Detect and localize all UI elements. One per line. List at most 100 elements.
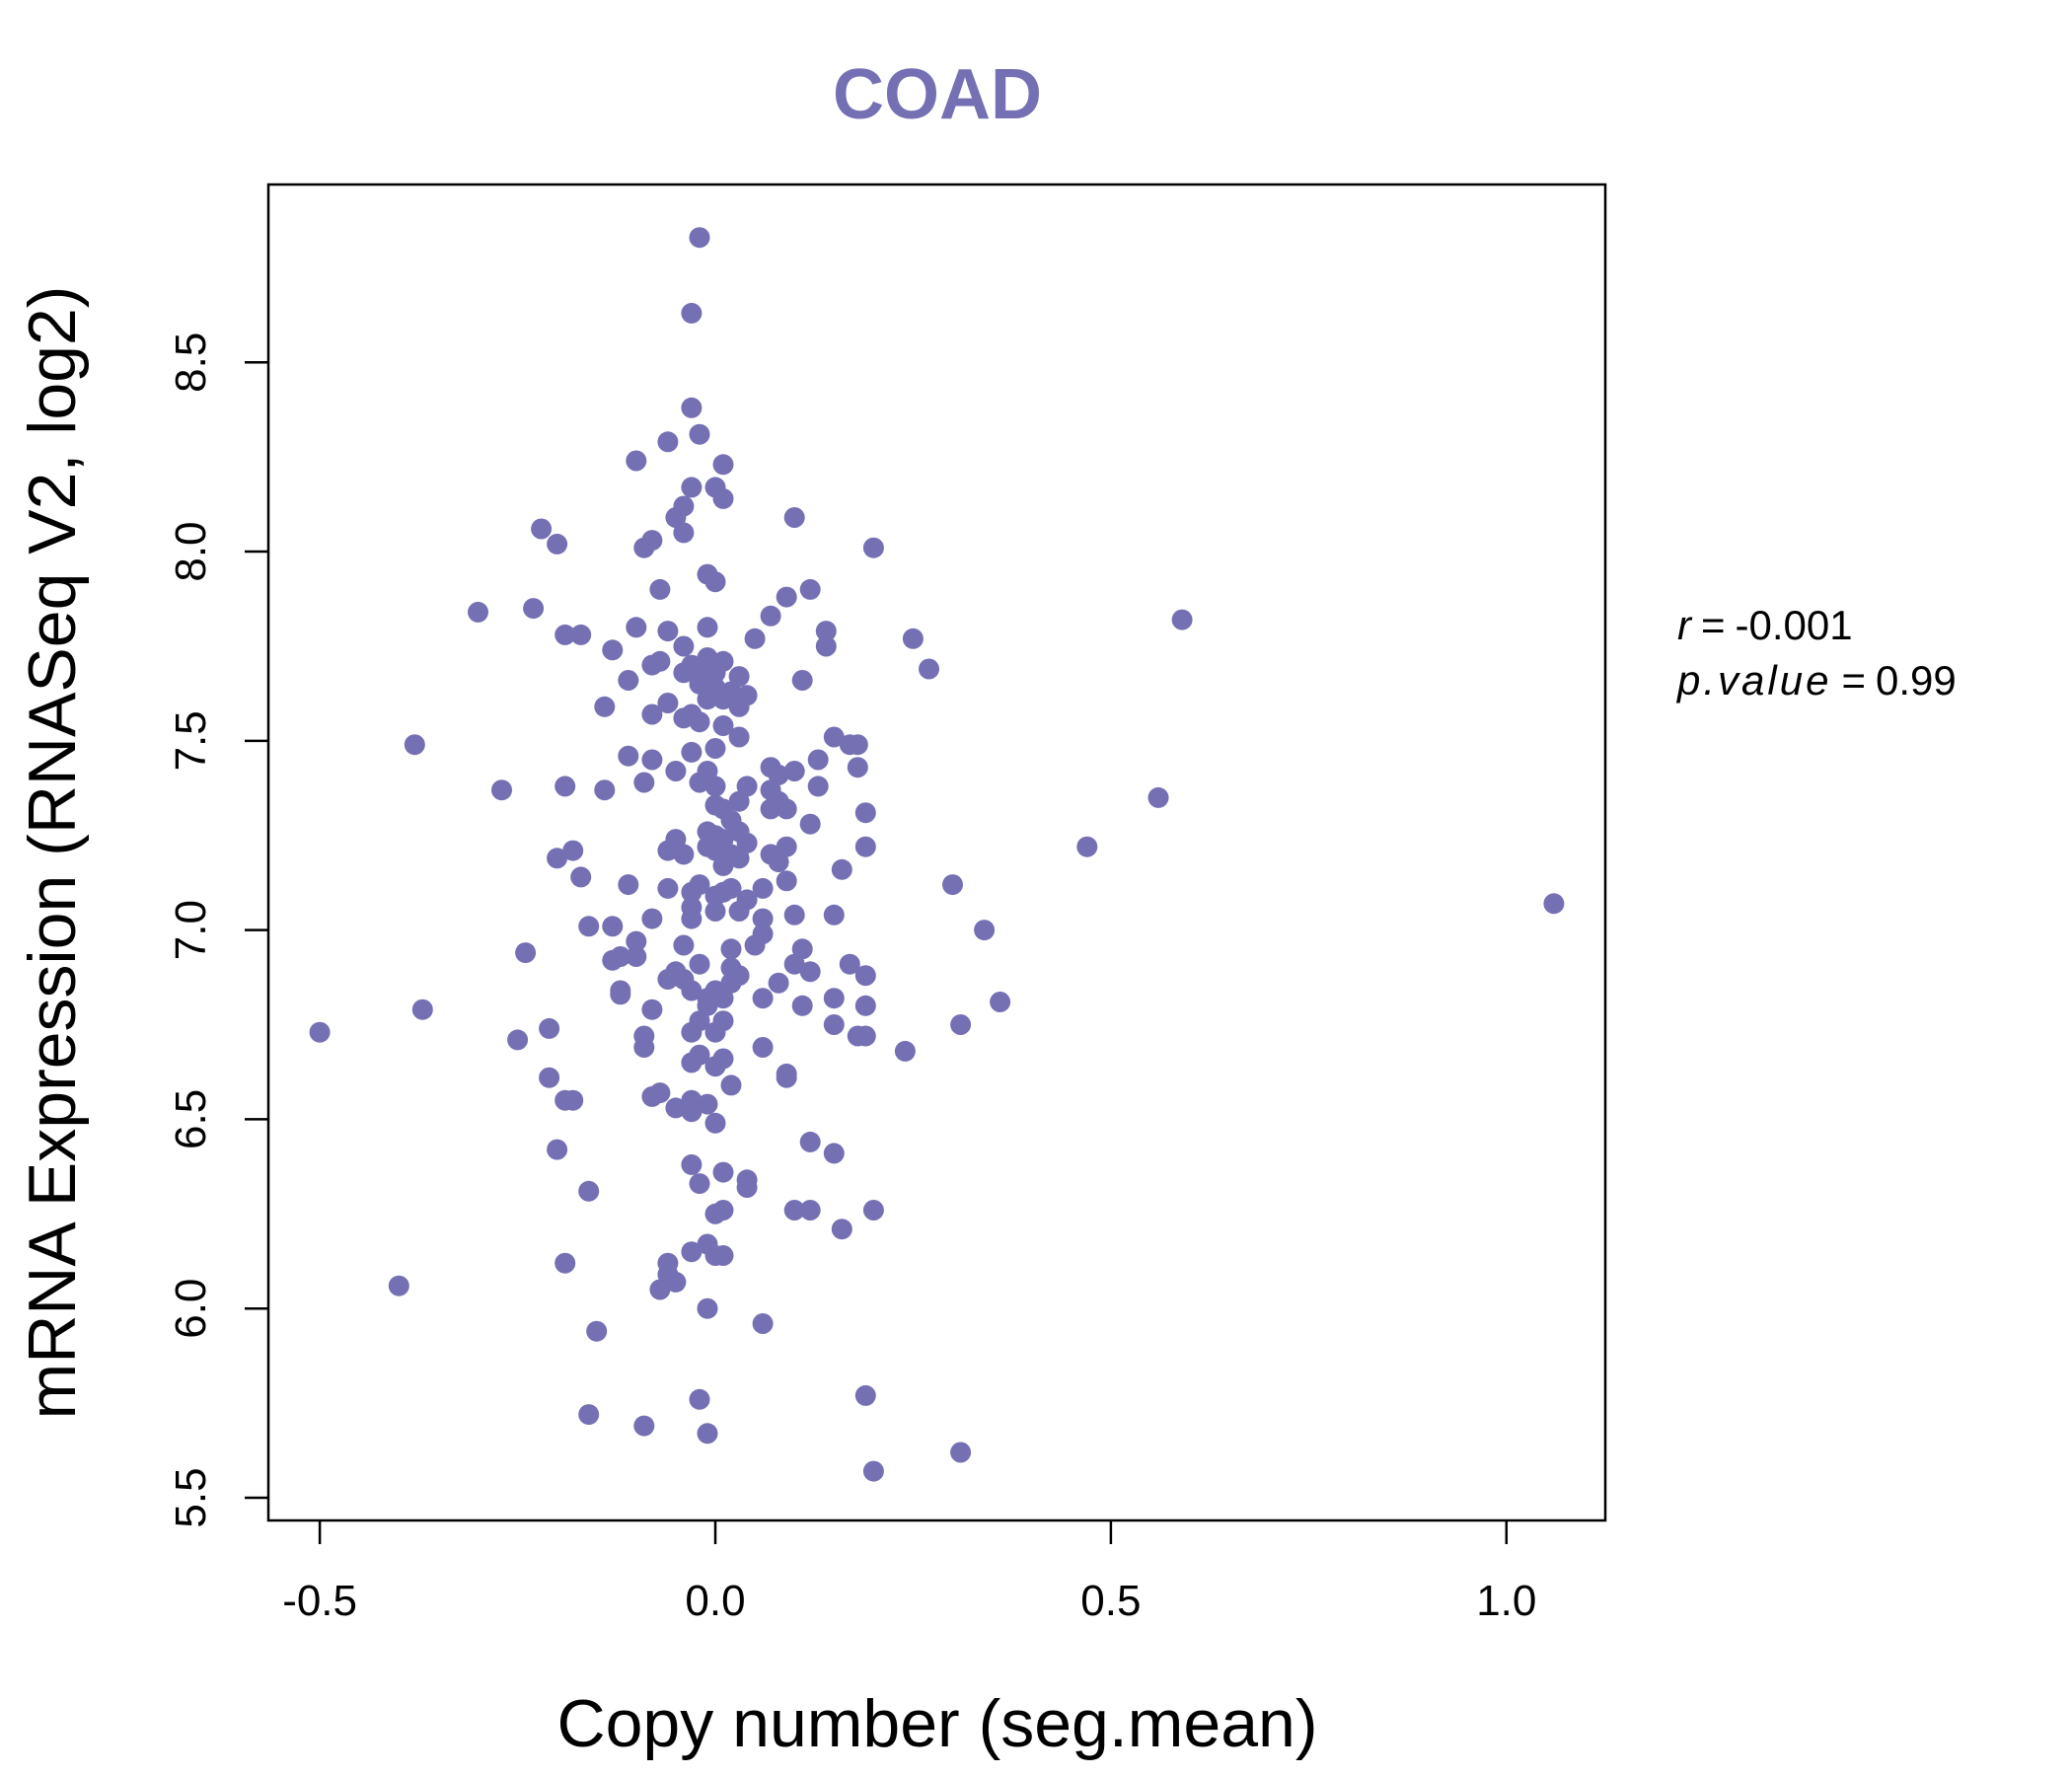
- data-point: [689, 772, 710, 793]
- data-point: [697, 617, 718, 638]
- data-point: [618, 670, 639, 691]
- data-point: [689, 227, 710, 249]
- data-point: [919, 658, 939, 680]
- y-tick-label: 7.0: [167, 900, 215, 960]
- data-point: [815, 621, 837, 642]
- data-point: [728, 848, 750, 869]
- data-point: [578, 1180, 600, 1202]
- data-points: [309, 227, 1565, 1482]
- data-point: [641, 654, 663, 676]
- data-point: [1147, 786, 1169, 808]
- p-value-annotation: p.value = 0.99: [1675, 657, 1957, 703]
- data-point: [689, 673, 710, 695]
- x-axis-label: Copy number (seg.mean): [556, 1686, 1317, 1761]
- data-point: [894, 1040, 916, 1062]
- data-point: [720, 972, 742, 994]
- data-point: [411, 999, 433, 1020]
- data-point: [309, 1021, 331, 1043]
- x-axis: -0.5 0.0 0.5 1.0: [282, 1520, 1536, 1625]
- data-point: [491, 779, 512, 801]
- data-point: [950, 1014, 972, 1035]
- data-point: [673, 662, 695, 684]
- data-point: [791, 670, 813, 691]
- data-point: [1171, 609, 1193, 630]
- data-point: [776, 586, 797, 608]
- r-equals: =: [1701, 602, 1726, 648]
- data-point: [610, 984, 631, 1005]
- data-point: [783, 904, 805, 925]
- data-point: [1076, 836, 1098, 857]
- data-point: [854, 802, 876, 824]
- data-point: [697, 1297, 718, 1319]
- data-point: [602, 949, 624, 971]
- data-point: [681, 477, 703, 498]
- data-point: [704, 1203, 726, 1224]
- data-point: [791, 938, 813, 960]
- data-point: [633, 772, 655, 793]
- data-point: [681, 741, 703, 763]
- data-point: [681, 1052, 703, 1073]
- data-point: [633, 537, 655, 558]
- data-point: [704, 1056, 726, 1077]
- data-point: [633, 1415, 655, 1437]
- data-point: [704, 571, 726, 593]
- data-point: [974, 920, 996, 941]
- data-point: [626, 450, 647, 472]
- data-point: [570, 624, 592, 645]
- data-point: [570, 866, 592, 888]
- data-point: [673, 635, 695, 657]
- data-point: [854, 836, 876, 857]
- r-value: -0.001: [1736, 602, 1853, 648]
- data-point: [728, 696, 750, 717]
- data-point: [768, 851, 789, 873]
- chart-title: COAD: [833, 55, 1042, 134]
- data-point: [665, 761, 687, 781]
- data-point: [760, 605, 781, 627]
- y-tick-label: 6.5: [167, 1089, 215, 1149]
- data-point: [539, 1017, 560, 1039]
- data-point: [562, 1089, 584, 1111]
- data-point: [681, 1021, 703, 1043]
- data-point: [854, 995, 876, 1016]
- data-point: [602, 639, 624, 661]
- data-point: [720, 1074, 742, 1096]
- data-point: [594, 779, 616, 801]
- data-point: [799, 1131, 821, 1152]
- data-point: [902, 628, 924, 649]
- data-point: [681, 908, 703, 929]
- y-axis: 5.5 6.0 6.5 7.0 7.5 8.0 8.5: [167, 333, 268, 1528]
- data-point: [776, 870, 797, 892]
- data-point: [547, 848, 568, 869]
- data-point: [783, 1200, 805, 1221]
- data-point: [862, 1460, 884, 1482]
- correlation-annotation: r = -0.001 p.value = 0.99: [1675, 602, 1957, 703]
- data-point: [783, 953, 805, 975]
- data-point: [704, 738, 726, 759]
- data-point: [468, 601, 488, 623]
- data-point: [704, 901, 726, 922]
- data-point: [799, 813, 821, 835]
- data-point: [618, 874, 639, 896]
- data-point: [673, 844, 695, 865]
- data-point: [831, 1219, 852, 1240]
- data-point: [847, 757, 868, 778]
- data-point: [704, 885, 726, 907]
- data-point: [681, 1241, 703, 1263]
- data-point: [768, 972, 789, 994]
- data-point: [776, 836, 797, 857]
- data-point: [547, 1139, 568, 1160]
- data-point: [673, 934, 695, 956]
- data-point: [641, 703, 663, 725]
- data-point: [689, 1173, 710, 1195]
- data-point: [641, 999, 663, 1020]
- data-point: [990, 992, 1011, 1012]
- data-point: [555, 1252, 576, 1274]
- r-annotation: r = -0.001: [1677, 602, 1853, 648]
- data-point: [626, 946, 647, 967]
- data-point: [712, 689, 734, 710]
- data-point: [854, 1025, 876, 1047]
- data-point: [720, 938, 742, 960]
- data-point: [681, 1101, 703, 1123]
- data-point: [776, 1067, 797, 1088]
- data-point: [1543, 893, 1565, 915]
